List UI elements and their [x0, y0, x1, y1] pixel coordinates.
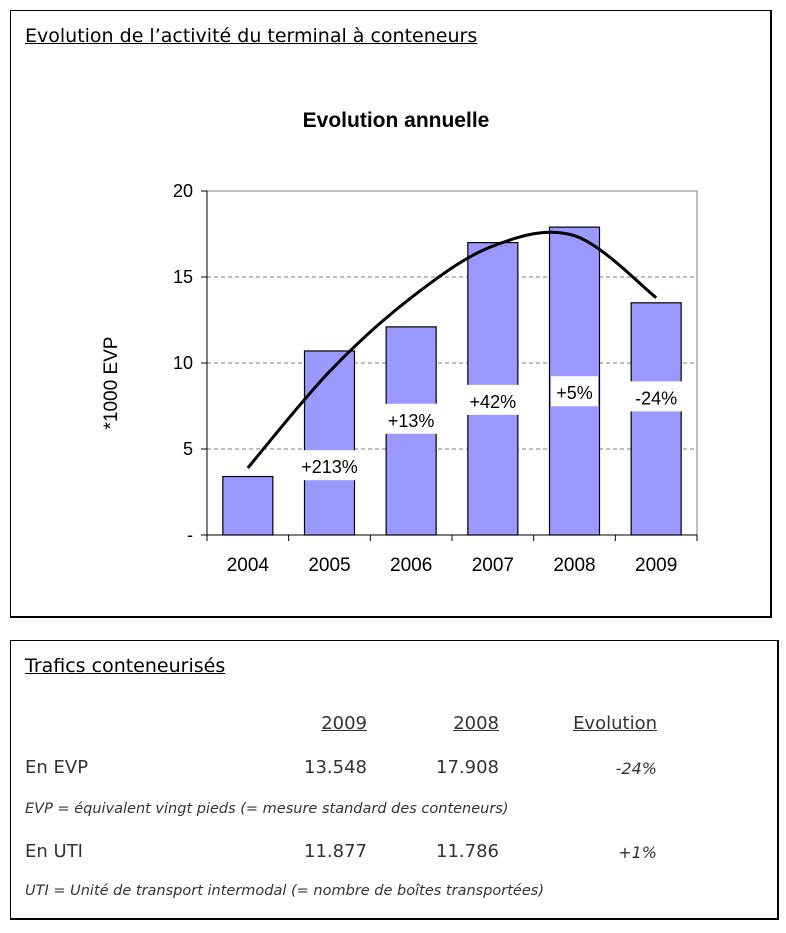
traffic-table-panel: Trafics conteneurisés 2009 2008 Evolutio… — [10, 640, 779, 920]
x-tick-label: 2005 — [308, 555, 350, 576]
annotation-box — [551, 376, 598, 407]
header-2008: 2008 — [453, 713, 499, 734]
annotation-label: -24% — [635, 388, 677, 408]
x-tick-label: 2004 — [227, 555, 270, 576]
y-tick-label: 15 — [173, 267, 193, 287]
value-uti-evolution: +1% — [618, 843, 657, 862]
y-tick-label: 10 — [173, 353, 193, 373]
note-uti: UTI = Unité de transport intermodal (= n… — [25, 883, 544, 899]
y-tick-label: 20 — [173, 181, 193, 201]
row-label-uti: En UTI — [25, 841, 83, 862]
annotation-box — [382, 403, 441, 434]
value-uti-2008: 11.786 — [436, 841, 499, 862]
x-tick-label: 2008 — [553, 555, 595, 576]
annotation-box — [295, 450, 364, 481]
annotation-label: +213% — [301, 457, 358, 477]
header-2009: 2009 — [321, 713, 367, 734]
x-tick-label: 2009 — [635, 555, 677, 576]
value-evp-evolution: -24% — [615, 759, 657, 778]
value-evp-2009: 13.548 — [304, 757, 367, 778]
table-title: Trafics conteneurisés — [25, 655, 226, 677]
y-tick-label: 5 — [183, 439, 193, 459]
row-label-evp: En EVP — [25, 757, 89, 778]
annotation-label: +42% — [470, 392, 517, 412]
annotation-box — [463, 384, 522, 415]
annotation-box — [627, 381, 686, 412]
panel-title: Evolution de l’activité du terminal à co… — [25, 25, 478, 47]
chart-panel: Evolution de l’activité du terminal à co… — [10, 10, 772, 618]
bar-2005 — [303, 350, 356, 536]
trend-line — [246, 230, 658, 469]
annotation-label: +5% — [556, 383, 593, 403]
value-evp-2008: 17.908 — [436, 757, 499, 778]
header-evolution: Evolution — [573, 713, 657, 734]
x-tick-label: 2006 — [390, 555, 432, 576]
note-evp: EVP = équivalent vingt pieds (= mesure s… — [25, 801, 509, 817]
x-tick-label: 2007 — [472, 555, 514, 576]
bar-chart: Evolution annuelle *1000 EVP - 5 10 15 20 200… — [101, 109, 698, 576]
value-uti-2009: 11.877 — [304, 841, 367, 862]
annotation-label: +13% — [388, 411, 435, 431]
bar-2009 — [630, 302, 682, 536]
chart-title: Evolution annuelle — [303, 109, 490, 132]
bar-2004 — [222, 475, 274, 536]
y-tick-label: - — [187, 525, 193, 545]
y-axis-label: *1000 EVP — [101, 337, 122, 430]
